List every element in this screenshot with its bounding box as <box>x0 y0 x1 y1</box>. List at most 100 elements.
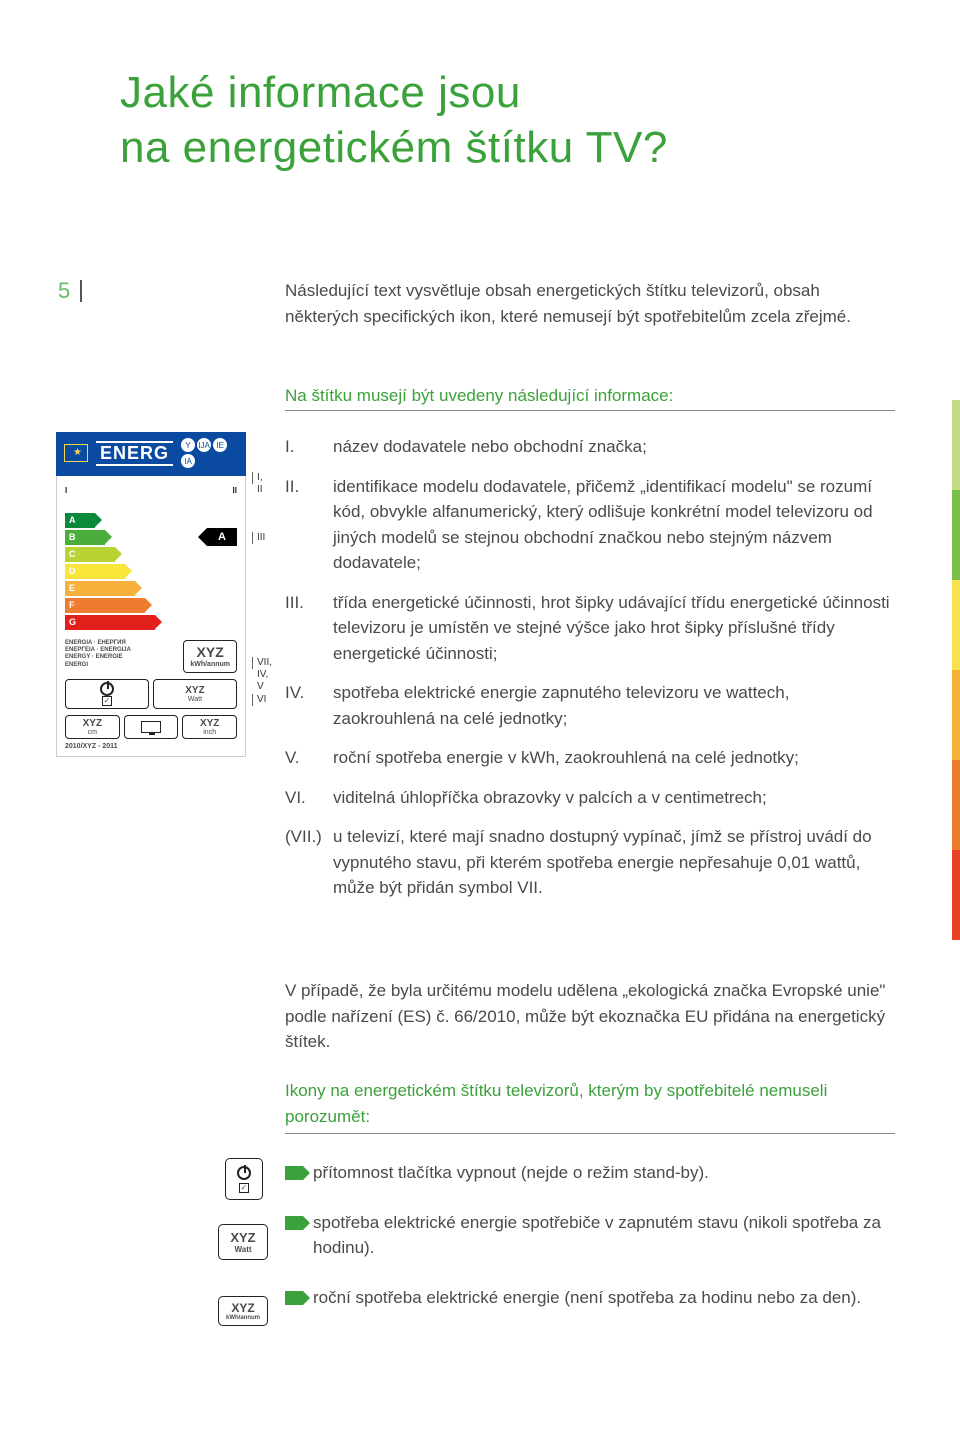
list-num: I. <box>285 434 333 460</box>
tv-icon <box>141 721 161 733</box>
class-arrow-d: D <box>65 564 125 579</box>
list-num: IV. <box>285 680 333 731</box>
cm-box: XYZ cm <box>65 715 120 739</box>
brand-right: II <box>233 486 237 495</box>
watt-label: Watt <box>188 696 202 703</box>
lang-badge: IE <box>213 438 227 452</box>
icon-box-kwh: XYZ kWh/annum <box>218 1296 268 1326</box>
list-item-ii: II. identifikace modelu dodavatele, přič… <box>285 474 895 576</box>
xyz-text: XYZ <box>231 1301 254 1315</box>
icon-box-watt: XYZ Watt <box>218 1224 268 1260</box>
xyz-kwh-box: XYZ kWh/annum <box>183 640 237 673</box>
class-arrow-e: E <box>65 581 135 596</box>
list-item-vii: (VII.) u televizí, které mají snadno dos… <box>285 824 895 901</box>
kwh-text: kWh/annum <box>226 1315 260 1321</box>
list-num: (VII.) <box>285 824 333 901</box>
brand-left: I <box>65 486 67 495</box>
lang-badge: IA <box>181 454 195 468</box>
subhead-required-info: Na štítku musejí být uvedeny následující… <box>285 386 895 411</box>
icon-text: přítomnost tlačítka vypnout (nejde o rež… <box>313 1160 709 1186</box>
lang-badge: IJA <box>197 438 211 452</box>
color-bar <box>952 670 960 760</box>
list-item-v: V. roční spotřeba energie v kWh, zaokrou… <box>285 745 895 771</box>
color-bar <box>952 490 960 580</box>
class-arrow-g: G <box>65 615 155 630</box>
intro-paragraph: Následující text vysvětluje obsah energe… <box>285 278 895 329</box>
power-icon <box>237 1166 251 1180</box>
energia-block: ENERGIA · ЕНЕРГИЯ ΕΝΕΡΓΕΙΑ · ENERGIJA EN… <box>65 640 237 673</box>
check-icon: ✓ <box>239 1183 249 1193</box>
color-bar <box>952 400 960 490</box>
check-icon: ✓ <box>102 696 112 706</box>
xyz-cm: XYZ <box>83 718 102 729</box>
icon-box-power: ✓ <box>225 1158 263 1200</box>
energy-label-illustration: ENERG Y IJA IE IA I II A A B C D E F G E… <box>56 432 246 757</box>
list-num: V. <box>285 745 333 771</box>
energ-word: ENERG <box>96 441 173 466</box>
inch-label: inch <box>203 729 216 736</box>
list-num: VI. <box>285 785 333 811</box>
tv-box <box>124 715 179 739</box>
list-num: II. <box>285 474 333 576</box>
callout-i-ii: I, II <box>252 472 263 484</box>
power-off-box: ✓ <box>65 679 149 709</box>
label-header: ENERG Y IJA IE IA <box>56 432 246 476</box>
xyz-watt: XYZ <box>185 685 204 696</box>
class-arrow-a: A <box>65 513 95 528</box>
watt-box: XYZ Watt <box>153 679 237 709</box>
color-bar <box>952 580 960 670</box>
class-indicator: A <box>207 528 237 546</box>
watt-text: Watt <box>234 1245 251 1254</box>
regulation-line: 2010/XYZ - 2011 <box>65 743 237 750</box>
list-item-i: I. název dodavatele nebo obchodní značka… <box>285 434 895 460</box>
power-icon <box>100 682 114 696</box>
list-text: spotřeba elektrické energie zapnutého te… <box>333 680 895 731</box>
title-line-2: na energetickém štítku TV? <box>120 123 668 172</box>
kwh-annum: kWh/annum <box>190 661 230 669</box>
icon-item-power: přítomnost tlačítka vypnout (nejde o rež… <box>285 1160 895 1186</box>
page-number: 5 <box>58 280 82 302</box>
energia-line: ENERGY · ENERGIE <box>65 654 131 661</box>
eu-flag-icon <box>64 444 88 462</box>
energia-line: ENERGIA · ЕНЕРГИЯ <box>65 640 131 647</box>
subhead-icons: Ikony na energetickém štítku televizorů,… <box>285 1078 895 1134</box>
color-bar <box>952 850 960 940</box>
list-text: roční spotřeba energie v kWh, zaokrouhle… <box>333 745 895 771</box>
list-item-iii: III. třída energetické účinnosti, hrot š… <box>285 590 895 667</box>
xyz-value: XYZ <box>190 644 230 661</box>
icon-explanation-list: přítomnost tlačítka vypnout (nejde o rež… <box>285 1160 895 1334</box>
bullet-icon <box>285 1216 303 1230</box>
lang-badges: Y IJA IE IA <box>181 438 238 468</box>
brand-row: I II <box>65 486 237 513</box>
list-text: u televizí, které mají snadno dostupný v… <box>333 824 895 901</box>
page-title: Jaké informace jsou na energetickém štít… <box>120 65 668 175</box>
bottom-boxes-2: XYZ cm XYZ inch <box>65 715 237 739</box>
icon-text: spotřeba elektrické energie spotřebiče v… <box>313 1210 895 1261</box>
energia-line: ΕΝΕΡΓΕΙΑ · ENERGIJA <box>65 647 131 654</box>
list-item-iv: IV. spotřeba elektrické energie zapnutéh… <box>285 680 895 731</box>
icon-item-watt: spotřeba elektrické energie spotřebiče v… <box>285 1210 895 1261</box>
class-arrow-f: F <box>65 598 145 613</box>
icon-item-kwh: roční spotřeba elektrické energie (není … <box>285 1285 895 1311</box>
list-text: identifikace modelu dodavatele, přičemž … <box>333 474 895 576</box>
class-arrow-b: B <box>65 530 105 545</box>
cm-label: cm <box>88 729 97 736</box>
list-text: viditelná úhlopříčka obrazovky v palcích… <box>333 785 895 811</box>
icon-text: roční spotřeba elektrické energie (není … <box>313 1285 861 1311</box>
class-arrow-c: C <box>65 547 115 562</box>
bullet-icon <box>285 1166 303 1180</box>
list-text: název dodavatele nebo obchodní značka; <box>333 434 895 460</box>
callout-iii: III <box>252 532 265 544</box>
lang-badge: Y <box>181 438 195 452</box>
eco-label-paragraph: V případě, že byla určitému modelu uděle… <box>285 978 895 1055</box>
bullet-icon <box>285 1291 303 1305</box>
energia-line: ENERGI <box>65 662 131 669</box>
inch-box: XYZ inch <box>182 715 237 739</box>
xyz-inch: XYZ <box>200 718 219 729</box>
title-line-1: Jaké informace jsou <box>120 68 521 117</box>
list-item-vi: VI. viditelná úhlopříčka obrazovky v pal… <box>285 785 895 811</box>
numbered-list: I. název dodavatele nebo obchodní značka… <box>285 434 895 915</box>
label-body: I II A A B C D E F G ENERGIA · ЕНЕРГИЯ Ε… <box>56 476 246 757</box>
list-num: III. <box>285 590 333 667</box>
list-text: třída energetické účinnosti, hrot šipky … <box>333 590 895 667</box>
